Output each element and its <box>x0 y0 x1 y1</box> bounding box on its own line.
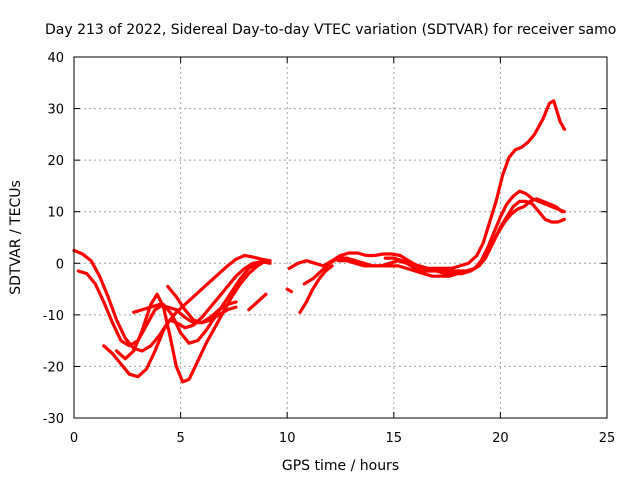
y-tick-label: 30 <box>47 103 64 118</box>
y-tick-label: 0 <box>56 257 64 272</box>
x-tick-label: 20 <box>492 431 509 446</box>
y-axis-label: SDTVAR / TECUs <box>8 180 24 295</box>
axis-ticks: 0 5 10 15 20 25 -30 -20 -10 0 10 20 30 40 <box>43 51 616 446</box>
x-tick-label: 15 <box>386 431 403 446</box>
series-line-arc-5 <box>132 300 238 325</box>
series-lines <box>72 99 567 384</box>
grid <box>74 57 607 418</box>
series-line-arc-10 <box>287 99 567 270</box>
x-tick-label: 10 <box>279 431 296 446</box>
y-tick-label: -20 <box>43 360 64 375</box>
y-tick-label: 20 <box>47 154 64 169</box>
x-tick-label: 25 <box>599 431 616 446</box>
series-line-arc-13 <box>383 197 564 276</box>
series-line-arc-11 <box>302 189 567 286</box>
series-line-arc-6 <box>166 284 238 325</box>
series-line-arc-9 <box>298 264 334 314</box>
series-line-arc-7 <box>247 292 268 312</box>
plot-frame <box>73 56 608 419</box>
y-tick-label: -10 <box>43 309 64 324</box>
series-line-arc-3 <box>102 260 272 379</box>
series-line-arc-4 <box>114 259 268 384</box>
y-tick-label: 10 <box>47 206 64 221</box>
x-tick-label: 0 <box>70 431 78 446</box>
y-tick-label: -30 <box>43 412 64 427</box>
series-line-arc-8 <box>285 287 294 294</box>
series-line-arc-12 <box>336 199 567 278</box>
x-tick-label: 5 <box>176 431 184 446</box>
series-line-arc-2 <box>76 261 259 348</box>
y-tick-label: 40 <box>47 51 64 66</box>
chart-title: Day 213 of 2022, Sidereal Day-to-day VTE… <box>45 22 616 38</box>
x-axis-label: GPS time / hours <box>282 458 399 474</box>
